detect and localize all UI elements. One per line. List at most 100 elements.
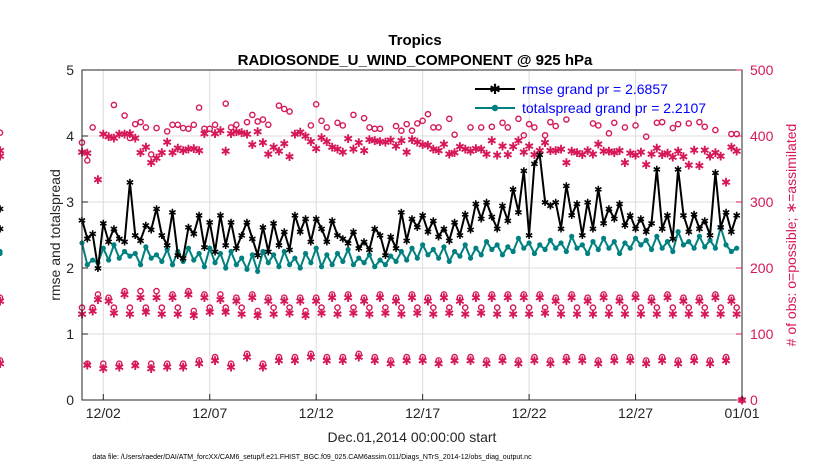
obs-assimilated-lower-95: ✱ bbox=[583, 295, 593, 309]
totalspread-point-119 bbox=[712, 245, 718, 251]
obs-assimilated-upper-116: ✱ bbox=[694, 159, 704, 173]
rmse-point-82: ✱ bbox=[514, 208, 522, 219]
obs-possible-lower-2 bbox=[89, 304, 96, 311]
obs-possible-upper-64 bbox=[419, 117, 426, 125]
rmse-point-2: ✱ bbox=[88, 230, 96, 241]
obs-possible-upper-111 bbox=[669, 124, 677, 132]
obs-assimilated-upper-10: ✱ bbox=[130, 131, 140, 145]
obs-possible-lower-120 bbox=[717, 304, 725, 311]
rmse-point-61: ✱ bbox=[402, 236, 410, 247]
totalspread-point-92 bbox=[569, 233, 575, 239]
obs-possible-upper-109 bbox=[658, 118, 666, 126]
obs-possible-upper-1 bbox=[84, 157, 91, 164]
rmse-point-60: ✱ bbox=[397, 208, 405, 219]
obs-assimilated-upper-68: ✱ bbox=[439, 137, 449, 151]
totalspread-point-46 bbox=[324, 252, 330, 258]
totalspread-point-36 bbox=[271, 252, 277, 258]
obs-possible-upper-89 bbox=[552, 122, 560, 130]
obs-possible-lower-91 bbox=[563, 353, 570, 361]
obs-assimilated-upper-32: ✱ bbox=[247, 138, 257, 152]
obs-possible-upper-54 bbox=[366, 124, 373, 131]
obs-possible-lower-49 bbox=[339, 353, 347, 361]
obs-possible-lower-32 bbox=[249, 291, 256, 298]
obs-possible-upper-45 bbox=[318, 117, 325, 125]
x-tick-label-4: 12/22 bbox=[512, 405, 547, 421]
rmse-point-28: ✱ bbox=[227, 218, 235, 229]
obs-possible-upper-34 bbox=[259, 116, 267, 123]
y-right-tick-label-1: 100 bbox=[750, 326, 774, 342]
obs-assimilated-lower-16: ✱ bbox=[162, 361, 172, 375]
obs-possible-lower-9 bbox=[126, 304, 134, 311]
totalspread-point-55 bbox=[372, 264, 378, 270]
obs-assimilated-upper-125: ✱ bbox=[0, 144, 5, 158]
obs-assimilated-upper-47: ✱ bbox=[327, 141, 337, 155]
obs-possible-upper-43 bbox=[307, 122, 315, 129]
obs-assimilated-lower-83: ✱ bbox=[519, 291, 529, 305]
totalspread-point-118 bbox=[707, 237, 713, 243]
totalspread-point-38 bbox=[281, 248, 287, 255]
y-right-tick-labels: 0 100 200 300 400 500 bbox=[736, 62, 774, 408]
obs-possible-upper-97 bbox=[594, 122, 602, 129]
obs-assimilated-upper-17: ✱ bbox=[167, 146, 177, 160]
obs-possible-lower-115 bbox=[690, 353, 698, 361]
obs-assimilated-upper-118: ✱ bbox=[705, 149, 715, 163]
obs-possible-lower-98 bbox=[600, 291, 607, 298]
totalspread-point-74 bbox=[473, 245, 479, 251]
obs-assimilated-lower-65: ✱ bbox=[423, 295, 433, 309]
obs-assimilated-upper-106: ✱ bbox=[641, 158, 651, 172]
obs-assimilated-upper-48: ✱ bbox=[332, 143, 342, 157]
rmse-point-53: ✱ bbox=[360, 238, 368, 249]
obs-possible-upper-96 bbox=[589, 120, 597, 127]
rmse-point-13: ✱ bbox=[147, 226, 155, 237]
obs-possible-lower-55 bbox=[371, 353, 379, 361]
obs-assimilated-upper-55: ✱ bbox=[370, 134, 380, 148]
obs-assimilated-upper-34: ✱ bbox=[258, 136, 268, 150]
totalspread-point-48 bbox=[334, 250, 341, 257]
obs-assimilated-lower-111: ✱ bbox=[668, 308, 678, 322]
totalspread-point-37 bbox=[276, 264, 282, 270]
obs-assimilated-lower-74: ✱ bbox=[471, 291, 481, 305]
obs-possible-lower-87 bbox=[541, 304, 549, 311]
obs-assimilated-lower-22: ✱ bbox=[194, 357, 204, 371]
obs-assimilated-lower-60: ✱ bbox=[396, 308, 406, 322]
rmse-point-25: ✱ bbox=[211, 248, 219, 259]
obs-assimilated-lower-52: ✱ bbox=[354, 351, 364, 365]
obs-assimilated-upper-38: ✱ bbox=[279, 137, 289, 151]
obs-possible-upper-112 bbox=[674, 120, 682, 128]
obs-possible-lower-90 bbox=[557, 304, 565, 311]
obs-possible-lower-24 bbox=[206, 304, 214, 311]
obs-assimilated-upper-35: ✱ bbox=[263, 147, 273, 161]
y-right-axis-label: # of obs: o=possible; ∗=assimilated bbox=[783, 124, 799, 347]
obs-assimilated-upper-111: ✱ bbox=[668, 151, 678, 165]
y-right-tick-label-3: 300 bbox=[750, 194, 774, 210]
obs-assimilated-upper-51: ✱ bbox=[348, 143, 358, 157]
rmse-point-45: ✱ bbox=[317, 224, 325, 235]
obs-assimilated-lower-38: ✱ bbox=[279, 295, 289, 309]
obs-assimilated-upper-30: ✱ bbox=[237, 126, 247, 140]
totalspread-point-101 bbox=[616, 250, 623, 257]
totalspread-point-35 bbox=[265, 260, 271, 266]
obs-assimilated-lower-68: ✱ bbox=[439, 291, 449, 305]
obs-assimilated-lower-108: ✱ bbox=[652, 308, 662, 322]
rmse-point-80: ✱ bbox=[504, 216, 512, 227]
obs-assimilated-lower-67: ✱ bbox=[434, 357, 444, 371]
obs-assimilated-lower-79: ✱ bbox=[497, 354, 507, 368]
rmse-point-3: ✱ bbox=[94, 264, 102, 275]
totalspread-point-2 bbox=[90, 257, 96, 263]
obs-assimilated-upper-56: ✱ bbox=[375, 135, 385, 149]
rmse-point-31: ✱ bbox=[243, 218, 251, 229]
x-tick-label-2: 12/12 bbox=[299, 405, 334, 421]
y-axis-label: rmse and totalspread bbox=[47, 169, 63, 301]
obs-assimilated-upper-29: ✱ bbox=[231, 125, 241, 139]
obs-possible-upper-14 bbox=[153, 124, 160, 132]
obs-assimilated-upper-122: ✱ bbox=[726, 141, 736, 155]
obs-possible-upper-18 bbox=[174, 121, 182, 129]
obs-assimilated-upper-113: ✱ bbox=[678, 150, 688, 164]
totalspread-point-44 bbox=[313, 245, 319, 251]
obs-possible-lower-33 bbox=[254, 307, 261, 315]
rmse-point-73: ✱ bbox=[466, 226, 474, 237]
obs-assimilated-lower-94: ✱ bbox=[577, 354, 587, 368]
totalspread-point-64 bbox=[420, 242, 426, 248]
obs-possible-upper-87 bbox=[541, 132, 549, 139]
obs-assimilated-lower-51: ✱ bbox=[348, 306, 358, 320]
